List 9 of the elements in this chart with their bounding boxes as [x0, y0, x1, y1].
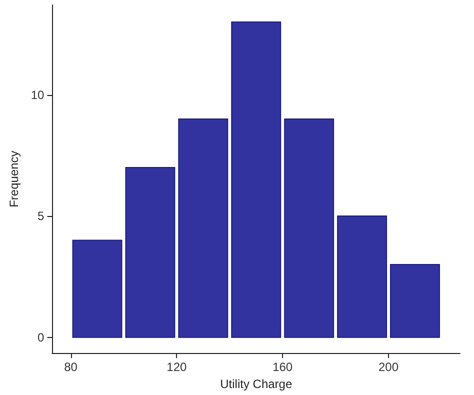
x-axis-title: Utility Charge	[220, 377, 292, 391]
x-tick-label: 80	[64, 360, 78, 374]
x-tick-label: 200	[378, 360, 399, 374]
y-tick-label: 10	[30, 88, 45, 102]
y-tick-label: 5	[38, 209, 45, 224]
x-tick-label: 120	[166, 360, 188, 374]
x-tick-label: 160	[272, 360, 293, 374]
y-tick-label: 0	[38, 330, 45, 344]
y-axis-title: Frequency	[7, 150, 21, 208]
